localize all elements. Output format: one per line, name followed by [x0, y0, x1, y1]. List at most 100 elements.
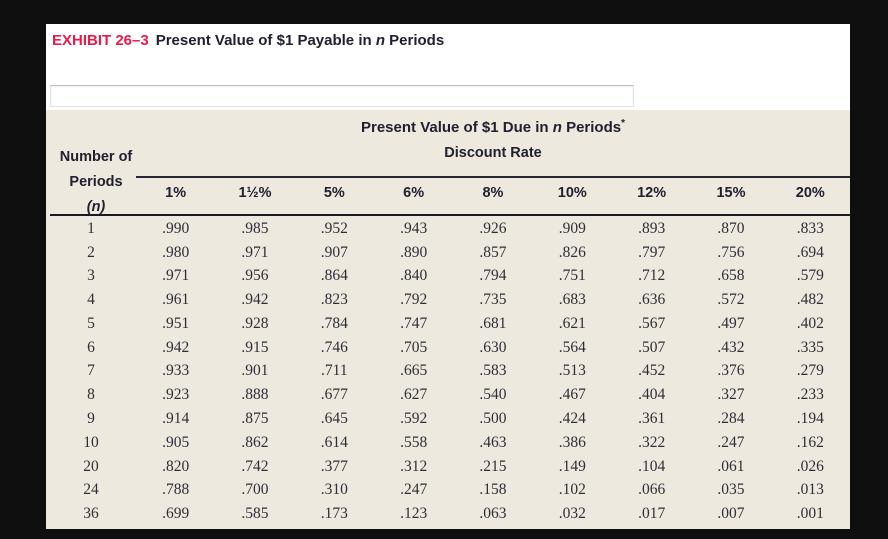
value-cell: .923: [162, 386, 190, 404]
period-cell: 7: [87, 362, 95, 380]
value-cell: .579: [796, 267, 824, 285]
value-cell: .247: [400, 481, 428, 499]
table-row: 36 .699 .585 .173 .123 .063 .032 .017 .007 .001: [46, 502, 850, 526]
value-cell: .386: [558, 433, 586, 451]
value-cell: .194: [796, 410, 824, 427]
value-cell: .792: [400, 291, 428, 309]
table-panel: Present Value of $1 Due in n Periods* Di…: [46, 110, 850, 529]
row-header-line2: Periods: [69, 174, 123, 190]
value-cell: .742: [241, 457, 269, 475]
value-cell: .026: [796, 457, 824, 475]
rate-column-header: 1½%: [238, 185, 272, 201]
value-cell: .322: [638, 433, 666, 451]
footnote-mark: *: [621, 118, 625, 129]
value-cell: .788: [162, 481, 190, 499]
value-cell: .711: [321, 362, 348, 380]
value-cell: .149: [558, 457, 586, 475]
value-cell: .158: [479, 481, 507, 499]
exhibit-label: EXHIBIT 26–3: [52, 32, 149, 49]
value-cell: .864: [320, 267, 348, 285]
value-cell: .007: [717, 505, 745, 523]
rates-table-body: 1 .990 .985 .952 .943 .926 .909 .893 .870 .833 2 .9…: [46, 217, 850, 526]
value-cell: .694: [796, 243, 824, 261]
value-cell: .971: [162, 267, 190, 285]
value-cell: .497: [717, 314, 745, 332]
value-cell: .990: [162, 219, 190, 237]
value-cell: .463: [479, 433, 507, 451]
page-content: EXHIBIT 26–3 Present Value of $1 Payable …: [46, 24, 850, 529]
value-cell: .823: [320, 291, 348, 309]
rate-column-header: 15%: [716, 185, 746, 201]
value-cell: .017: [638, 505, 666, 523]
value-cell: .376: [717, 362, 745, 380]
table-subtitle: Discount Rate: [444, 145, 542, 161]
answer-input[interactable]: [50, 85, 634, 107]
period-cell: 9: [87, 410, 95, 427]
period-cell: 36: [83, 505, 99, 523]
table-row: 1 .990 .985 .952 .943 .926 .909 .893 .870 .833: [46, 217, 850, 241]
value-cell: .909: [558, 219, 586, 237]
table-row: 5 .951 .928 .784 .747 .681 .621 .567 .497 .402: [46, 312, 850, 336]
period-cell: 24: [83, 481, 99, 499]
value-cell: .467: [558, 386, 586, 404]
value-cell: .327: [717, 386, 745, 404]
value-cell: .933: [162, 362, 190, 380]
value-cell: .784: [320, 314, 348, 332]
period-cell: 3: [87, 267, 95, 285]
table-row: 10 .905 .862 .614 .558 .463 .386 .322 .247 .162: [46, 431, 850, 455]
rate-column-header: 8%: [482, 185, 504, 201]
value-cell: .971: [241, 243, 269, 261]
value-cell: .035: [717, 481, 745, 499]
value-cell: .683: [558, 291, 586, 309]
value-cell: .507: [638, 338, 666, 356]
value-cell: .310: [320, 481, 348, 499]
value-cell: .794: [479, 267, 507, 285]
table-row: 4 .961 .942 .823 .792 .735 .683 .636 .572 .482: [46, 288, 850, 312]
value-cell: .700: [241, 481, 269, 499]
value-cell: .614: [320, 433, 348, 451]
value-cell: .247: [717, 433, 745, 451]
value-cell: .063: [479, 505, 507, 523]
rate-column-header: 12%: [637, 185, 667, 201]
value-cell: .066: [638, 481, 666, 499]
value-cell: .567: [638, 314, 666, 332]
value-cell: .840: [400, 267, 428, 285]
value-cell: .500: [479, 410, 507, 427]
value-cell: .915: [241, 338, 269, 356]
value-cell: .513: [558, 362, 586, 380]
rate-column-header: 5%: [323, 185, 345, 201]
header-rule: [50, 214, 850, 216]
period-cell: 5: [87, 314, 95, 332]
value-cell: .943: [400, 219, 428, 237]
value-cell: .833: [796, 219, 824, 237]
value-cell: .928: [241, 314, 269, 332]
value-cell: .942: [241, 291, 269, 309]
row-header-n: (n): [86, 199, 106, 215]
value-cell: .907: [320, 243, 348, 261]
value-cell: .402: [796, 314, 824, 332]
value-cell: .123: [400, 505, 428, 523]
value-cell: .746: [320, 338, 348, 356]
value-cell: .942: [162, 338, 190, 356]
value-cell: .592: [400, 410, 428, 427]
value-cell: .173: [320, 505, 348, 523]
value-cell: .826: [558, 243, 586, 261]
period-cell: 8: [87, 386, 95, 404]
table-row: 9 .914 .875 .645 .592 .500 .424 .361 .284 .194: [46, 407, 850, 431]
value-cell: .032: [558, 505, 586, 523]
period-cell: 10: [83, 433, 99, 451]
table-row: 24 .788 .700 .310 .247 .158 .102 .066 .035 .013: [46, 478, 850, 502]
value-cell: .735: [479, 291, 507, 309]
value-cell: .665: [400, 362, 428, 380]
row-header-block: Number of Periods (n): [46, 145, 146, 220]
value-cell: .104: [638, 457, 666, 475]
value-cell: .677: [320, 386, 348, 404]
value-cell: .901: [241, 362, 269, 380]
value-cell: .636: [638, 291, 666, 309]
value-cell: .893: [638, 219, 666, 237]
rate-column-header: 1%: [165, 185, 187, 201]
value-cell: .162: [796, 433, 824, 451]
value-cell: .432: [717, 338, 745, 356]
period-cell: 20: [83, 457, 99, 475]
exhibit-name: Present Value of $1 Payable in n Periods: [155, 32, 445, 49]
